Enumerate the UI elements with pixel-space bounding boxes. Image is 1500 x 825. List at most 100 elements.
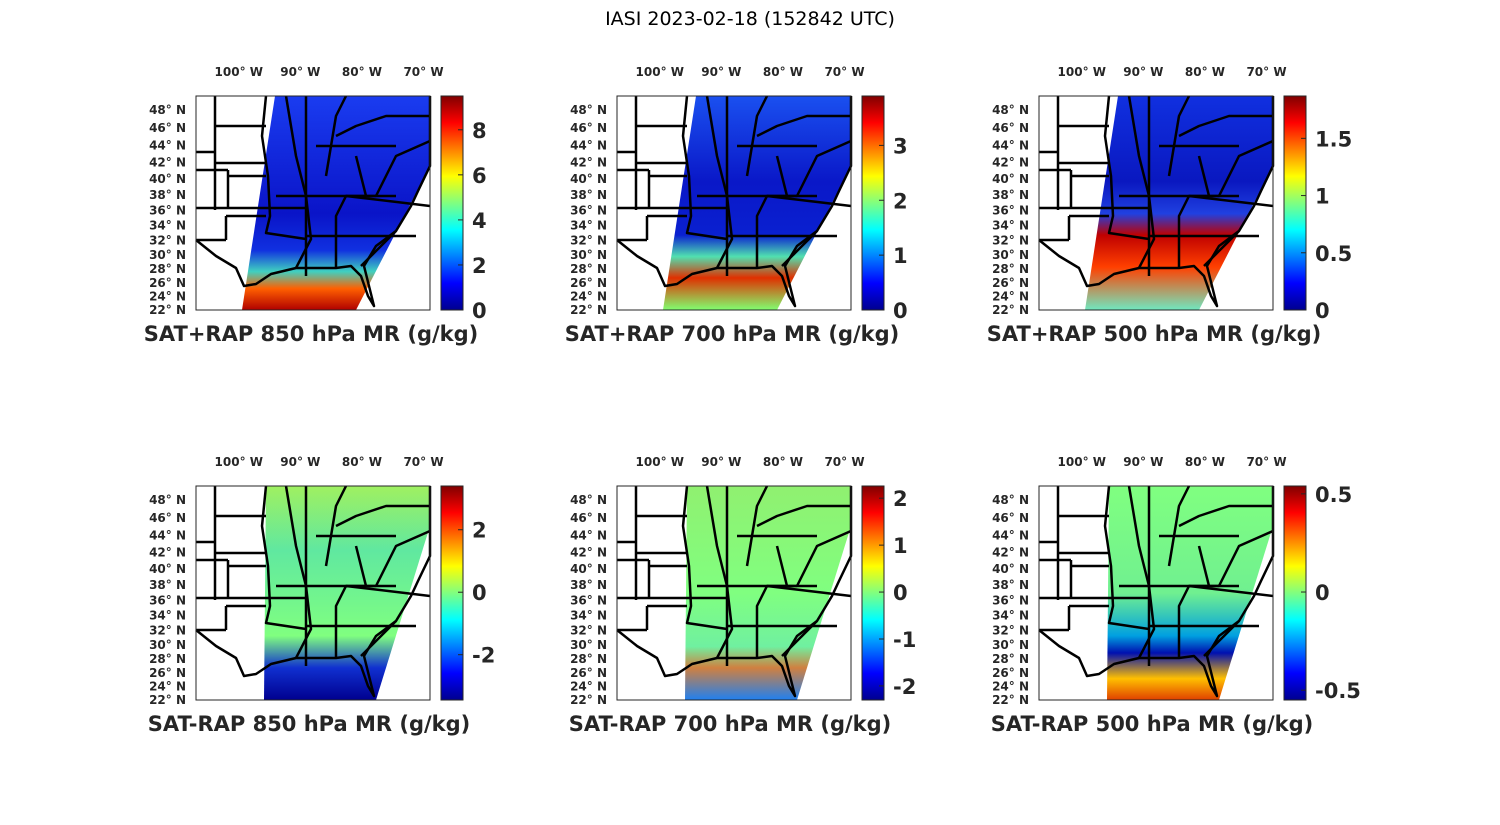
state-boundary	[1178, 504, 1273, 528]
lat-tick-label: 46° N	[992, 511, 1029, 525]
lat-tick-label: 42° N	[570, 546, 607, 560]
lat-tick-label: 36° N	[149, 204, 186, 218]
lat-tick-label: 24° N	[149, 680, 186, 694]
lat-tick-label: 28° N	[149, 652, 186, 666]
lat-tick-label: 36° N	[570, 204, 607, 218]
lat-tick-label: 48° N	[149, 493, 186, 507]
lon-tick-label: 80° W	[1185, 65, 1225, 79]
state-boundary	[781, 230, 818, 267]
lat-tick-label: 32° N	[149, 233, 186, 247]
lat-tick-label: 22° N	[149, 303, 186, 317]
lat-tick-label: 22° N	[992, 693, 1029, 707]
colorbar	[440, 95, 464, 311]
colorbar-tick-label: 2	[893, 189, 908, 213]
map-panel-1: 100° W 90° W 80° W 70° W 48° N 46° N 44° N 42° …	[144, 65, 487, 346]
lat-tick-label: 40° N	[992, 172, 1029, 186]
lat-tick-label: 24° N	[992, 680, 1029, 694]
state-boundary	[324, 485, 348, 567]
colorbar	[861, 95, 885, 311]
lon-tick-label: 70° W	[1246, 455, 1286, 469]
panel-title: SAT+RAP 700 hPa MR (g/kg)	[565, 322, 899, 346]
lat-tick-label: 48° N	[992, 493, 1029, 507]
lon-tick-label: 70° W	[403, 455, 443, 469]
map-panel-6: 100° W 90° W 80° W 70° W 48° N 46° N 44° N 42° …	[991, 455, 1361, 736]
lat-tick-label: 44° N	[992, 529, 1029, 543]
lat-tick-label: 48° N	[570, 493, 607, 507]
colorbar-tick-label: 2	[893, 487, 908, 511]
state-boundary	[195, 96, 432, 308]
lon-tick-label: 90° W	[701, 65, 741, 79]
colorbar-tick-label: -2	[893, 675, 916, 699]
lat-tick-label: 46° N	[149, 511, 186, 525]
lat-tick-label: 24° N	[992, 290, 1029, 304]
lat-tick-label: 22° N	[570, 303, 607, 317]
lat-tick-label: 22° N	[570, 693, 607, 707]
state-boundary	[766, 584, 852, 598]
lon-tick-label: 100° W	[1058, 65, 1106, 79]
lon-tick-label: 100° W	[215, 65, 263, 79]
lat-tick-label: 26° N	[992, 276, 1029, 290]
lat-tick-label: 38° N	[570, 188, 607, 202]
lat-tick-label: 38° N	[149, 188, 186, 202]
lat-tick-label: 32° N	[149, 623, 186, 637]
colorbar-tick-label: 0.5	[1315, 242, 1352, 266]
satellite-swath-data	[242, 96, 430, 310]
state-boundary	[360, 230, 397, 267]
lat-tick-label: 42° N	[570, 156, 607, 170]
lon-tick-label: 70° W	[824, 455, 864, 469]
lat-tick-label: 48° N	[149, 103, 186, 117]
lat-tick-label: 28° N	[992, 262, 1029, 276]
lat-tick-label: 48° N	[992, 103, 1029, 117]
state-boundary	[681, 485, 728, 631]
lat-tick-label: 30° N	[149, 638, 186, 652]
state-boundary	[1038, 486, 1275, 698]
lon-tick-label: 100° W	[636, 65, 684, 79]
panel-title: SAT+RAP 500 hPa MR (g/kg)	[987, 322, 1321, 346]
state-boundary	[1038, 96, 1275, 308]
lat-tick-label: 26° N	[570, 276, 607, 290]
colorbar-tick-label: 0	[472, 299, 487, 323]
lat-tick-label: 42° N	[149, 546, 186, 560]
lon-tick-label: 80° W	[763, 65, 803, 79]
lon-tick-label: 90° W	[701, 455, 741, 469]
colorbar-tick-label: 1	[1315, 185, 1330, 209]
lat-tick-label: 42° N	[992, 156, 1029, 170]
colorbar-tick-label: 6	[472, 164, 487, 188]
map-frame	[195, 485, 431, 701]
state-boundary	[781, 620, 818, 657]
state-boundary	[775, 545, 789, 587]
state-boundary	[1188, 584, 1274, 598]
state-boundary	[766, 194, 852, 208]
lon-tick-label: 90° W	[280, 455, 320, 469]
lat-tick-label: 24° N	[570, 680, 607, 694]
lon-tick-label: 70° W	[1246, 65, 1286, 79]
state-boundary	[745, 95, 769, 177]
map-frame	[195, 95, 431, 311]
colorbar-tick-label: 2	[472, 519, 487, 543]
lon-tick-label: 80° W	[763, 455, 803, 469]
state-boundary	[616, 486, 853, 698]
colorbar-tick-label: 1	[893, 534, 908, 558]
state-boundary	[745, 485, 769, 567]
lat-tick-label: 48° N	[570, 103, 607, 117]
lat-tick-label: 30° N	[992, 638, 1029, 652]
state-boundary	[345, 194, 431, 208]
state-boundary	[1203, 620, 1240, 657]
map-frame	[616, 95, 852, 311]
panel-title: SAT-RAP 850 hPa MR (g/kg)	[148, 712, 471, 736]
colorbar-tick-label: 3	[893, 134, 908, 158]
colorbar	[861, 485, 885, 701]
lat-tick-label: 34° N	[992, 609, 1029, 623]
state-boundary	[1103, 95, 1150, 241]
lat-tick-label: 36° N	[149, 594, 186, 608]
colorbar	[1283, 485, 1307, 701]
lon-tick-label: 100° W	[1058, 455, 1106, 469]
lat-tick-label: 34° N	[570, 609, 607, 623]
map-frame	[1038, 485, 1274, 701]
lat-tick-label: 36° N	[570, 594, 607, 608]
lat-tick-label: 28° N	[570, 262, 607, 276]
state-boundary	[1178, 114, 1273, 138]
lat-tick-label: 44° N	[570, 529, 607, 543]
lat-tick-label: 40° N	[149, 562, 186, 576]
lat-tick-label: 44° N	[149, 139, 186, 153]
